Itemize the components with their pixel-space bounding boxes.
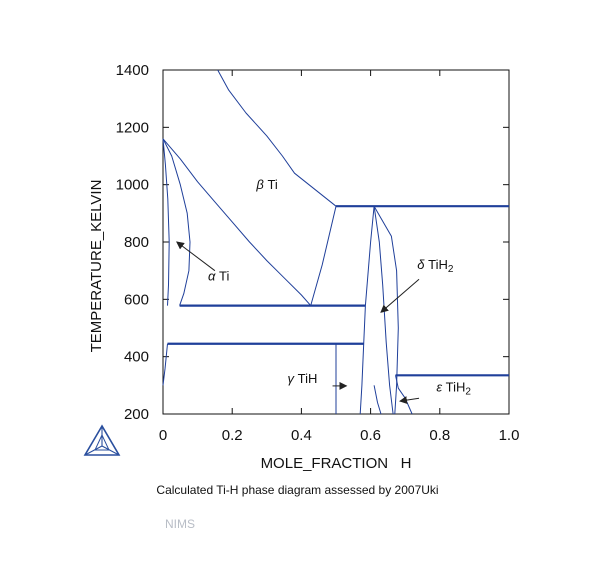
phase-boundary [162, 138, 191, 306]
x-tick-label: 0.4 [291, 427, 312, 444]
y-tick-label: 400 [124, 349, 149, 366]
phase-boundary [395, 375, 413, 415]
phase-boundary [310, 206, 337, 306]
thermo-calc-logo-icon [83, 424, 121, 456]
phase-boundary [217, 69, 337, 207]
x-tick-label: 0.2 [222, 427, 243, 444]
phase-label: γ TiH [288, 371, 318, 386]
phase-boundary [162, 138, 170, 306]
phase-boundary [162, 138, 312, 306]
phase-boundary [373, 205, 399, 415]
y-tick-label: 800 [124, 234, 149, 251]
x-tick-label: 0 [159, 427, 167, 444]
x-axis-label: MOLE_FRACTION H [261, 455, 412, 472]
label-arrow [399, 396, 420, 405]
label-arrow [176, 241, 216, 272]
x-tick-label: 0.8 [429, 427, 450, 444]
phase-label: ε TiH2 [436, 380, 471, 398]
tick-labels: 0 0.2 0.4 0.6 0.8 1.0 200 400 600 800 1000 1200 1400 [116, 62, 520, 444]
phase-boundary [359, 206, 375, 415]
phase-boundaries [162, 69, 509, 415]
y-axis-label: TEMPERATURE_KELVIN [88, 180, 105, 353]
figure-caption: Calculated Ti-H phase diagram assessed b… [156, 483, 439, 497]
y-tick-label: 1000 [116, 177, 149, 194]
source-label: NIMS [165, 517, 195, 531]
axis-ticks [162, 69, 510, 415]
label-arrow [380, 278, 420, 313]
phase-label: α Ti [208, 269, 229, 284]
region-annotations: β Ti α Ti δ TiH2 γ TiH ε TiH2 [176, 177, 471, 405]
x-tick-label: 0.6 [360, 427, 381, 444]
phase-label: β Ti [255, 177, 278, 192]
y-tick-label: 600 [124, 291, 149, 308]
phase-boundary [373, 206, 394, 415]
x-tick-label: 1.0 [499, 427, 520, 444]
phase-boundary [162, 343, 168, 386]
phase-label: δ TiH2 [417, 257, 454, 275]
y-tick-label: 1200 [116, 119, 149, 136]
phase-boundary [373, 385, 382, 415]
y-tick-label: 200 [124, 406, 149, 423]
y-tick-label: 1400 [116, 62, 149, 79]
